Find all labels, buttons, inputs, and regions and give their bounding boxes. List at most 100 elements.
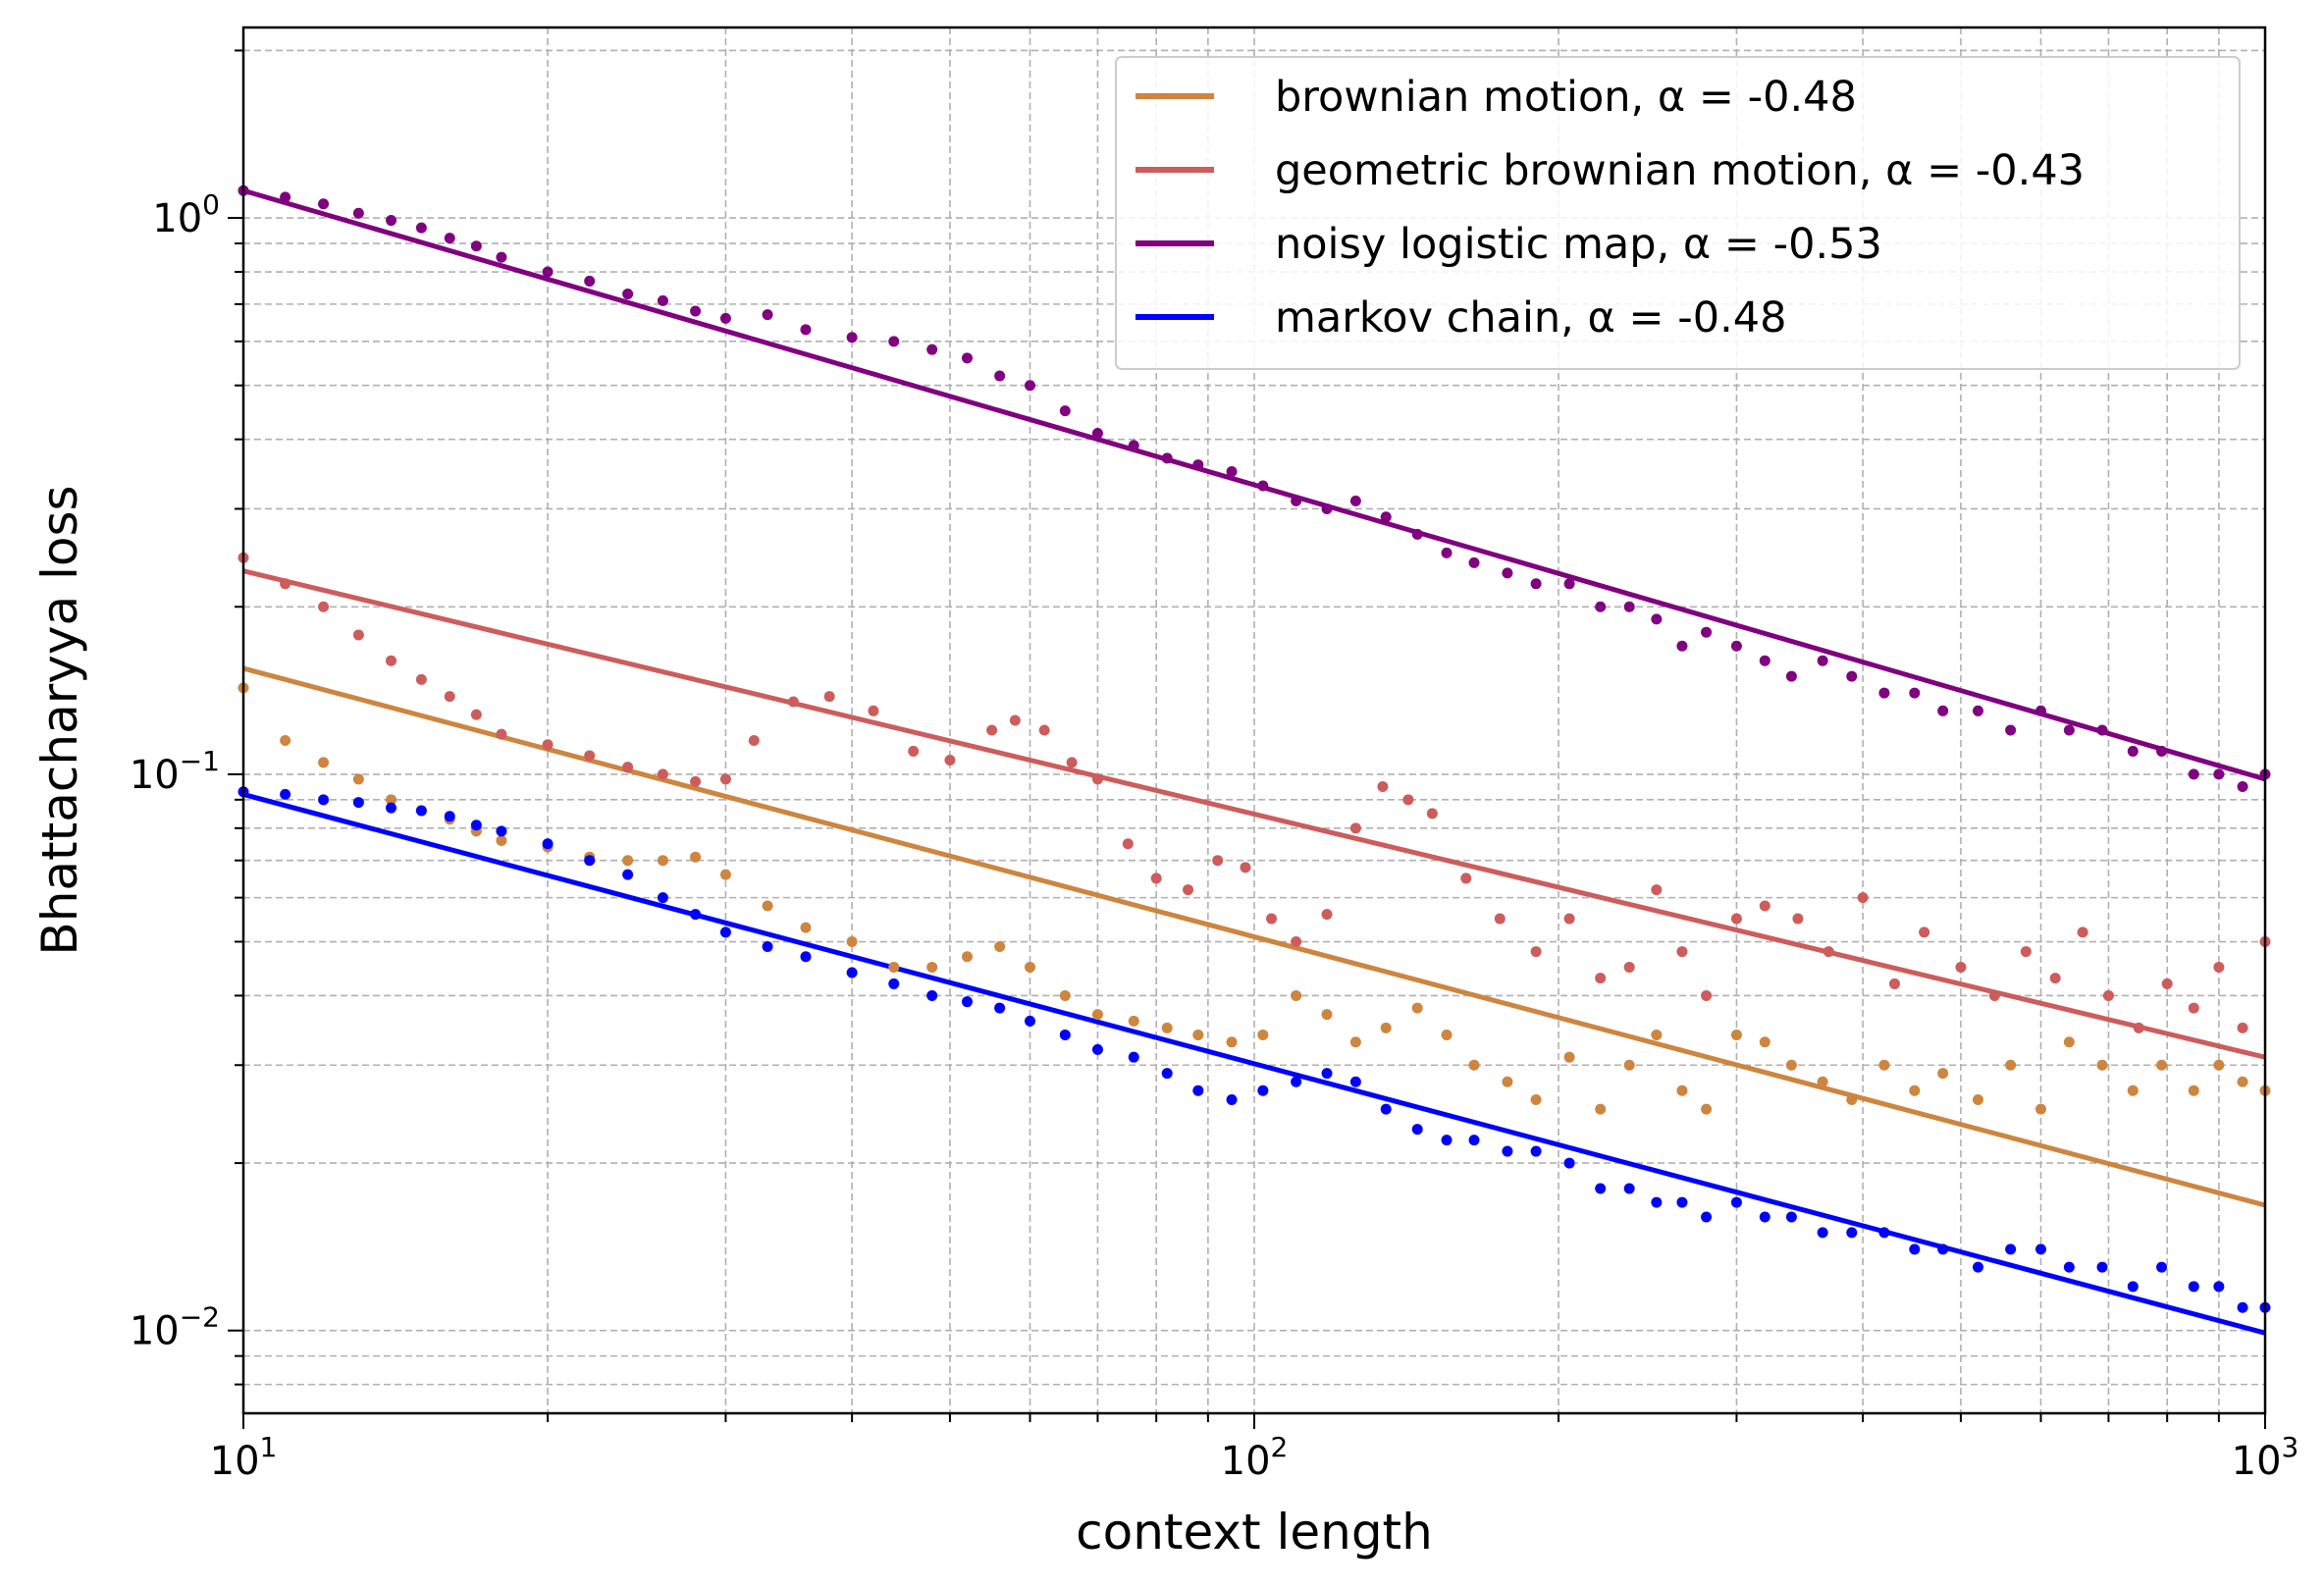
data-point <box>2133 1022 2144 1033</box>
data-point <box>1349 822 1361 834</box>
data-point <box>846 332 858 344</box>
data-point <box>444 233 455 244</box>
data-point <box>584 750 596 762</box>
data-point <box>1792 913 1804 925</box>
legend-label: markov chain, α = -0.48 <box>1275 293 1786 343</box>
data-point <box>1817 1227 1828 1239</box>
data-point <box>1426 808 1438 820</box>
data-point <box>1937 1068 1949 1080</box>
data-point <box>800 922 812 933</box>
data-point <box>1919 926 1930 938</box>
data-point <box>1128 440 1139 451</box>
data-point <box>542 266 554 278</box>
data-point <box>1009 714 1021 726</box>
data-point <box>1150 873 1162 884</box>
data-point <box>1411 528 1423 540</box>
data-point <box>1595 1183 1607 1194</box>
data-point <box>2213 1281 2225 1293</box>
data-point <box>1759 1211 1770 1223</box>
data-point <box>2188 1281 2199 1293</box>
data-point <box>800 951 812 963</box>
data-point <box>1651 884 1663 896</box>
data-point <box>888 336 900 347</box>
data-point <box>2237 1022 2248 1033</box>
data-point <box>1759 1036 1770 1048</box>
data-point <box>2096 1261 2108 1273</box>
data-point <box>1701 989 1713 1001</box>
data-point <box>2034 1103 2046 1115</box>
data-point <box>415 222 427 234</box>
data-point <box>800 324 812 336</box>
data-point <box>1937 1243 1949 1255</box>
data-point <box>2127 745 2139 757</box>
legend-box <box>1115 56 2241 370</box>
data-point <box>584 855 596 867</box>
data-point <box>1038 724 1050 736</box>
data-point <box>2188 768 2199 780</box>
y-tick-label: 10−2 <box>130 1301 220 1354</box>
ticks: 101 102 103 10−2 10−1 100 <box>130 49 2298 1484</box>
data-point <box>994 940 1006 952</box>
data-point <box>1972 1261 1983 1273</box>
data-point <box>1024 1015 1035 1027</box>
data-point <box>496 825 507 837</box>
data-point <box>1059 1029 1071 1040</box>
data-point <box>1595 601 1607 612</box>
data-point <box>496 834 507 846</box>
data-point <box>1701 626 1713 638</box>
data-point <box>2127 1281 2139 1293</box>
data-point <box>1595 1103 1607 1115</box>
data-point <box>1878 1227 1890 1239</box>
fit-line <box>242 187 2266 782</box>
data-point <box>926 344 938 355</box>
data-point <box>2156 1059 2168 1071</box>
data-point <box>1349 1036 1361 1048</box>
data-point <box>1857 892 1869 904</box>
data-point <box>690 305 702 317</box>
data-point <box>444 811 455 822</box>
data-point <box>1530 1093 1542 1105</box>
data-point <box>622 289 634 300</box>
data-point <box>1785 670 1797 682</box>
data-point <box>1380 1103 1392 1115</box>
data-point <box>386 215 397 227</box>
data-point <box>2005 724 2017 736</box>
data-point <box>1321 909 1333 921</box>
data-point <box>280 191 291 203</box>
data-point <box>1676 1196 1688 1208</box>
data-point <box>1059 405 1071 417</box>
data-point <box>352 797 364 809</box>
data-point <box>823 691 835 703</box>
data-point <box>1785 1211 1797 1223</box>
data-point <box>1846 1227 1858 1239</box>
data-point <box>622 869 634 880</box>
data-point <box>2156 1261 2168 1273</box>
data-point <box>1441 1029 1452 1040</box>
data-point <box>415 673 427 685</box>
data-point <box>1349 1076 1361 1087</box>
legend-label: noisy logistic map, α = -0.53 <box>1275 220 1882 269</box>
data-point <box>1122 838 1134 850</box>
data-point <box>787 696 799 708</box>
data-point <box>1291 1076 1302 1087</box>
data-point <box>622 855 634 867</box>
data-point <box>1257 1084 1269 1096</box>
data-point <box>2156 745 2168 757</box>
data-point <box>2005 1243 2017 1255</box>
data-point <box>1623 1183 1635 1194</box>
data-point <box>1972 1093 1983 1105</box>
data-point <box>1701 1211 1713 1223</box>
legend-label: brownian motion, α = -0.48 <box>1275 73 1857 122</box>
data-point <box>318 601 330 612</box>
data-point <box>657 768 668 780</box>
data-point <box>1468 1135 1480 1146</box>
data-point <box>1676 1084 1688 1096</box>
data-point <box>1676 640 1688 652</box>
data-point <box>2188 1002 2199 1014</box>
data-point <box>1878 687 1890 699</box>
data-point <box>1494 913 1505 925</box>
data-point <box>690 775 702 787</box>
data-point <box>2161 978 2173 989</box>
data-point <box>1161 1022 1173 1033</box>
data-point <box>657 294 668 306</box>
